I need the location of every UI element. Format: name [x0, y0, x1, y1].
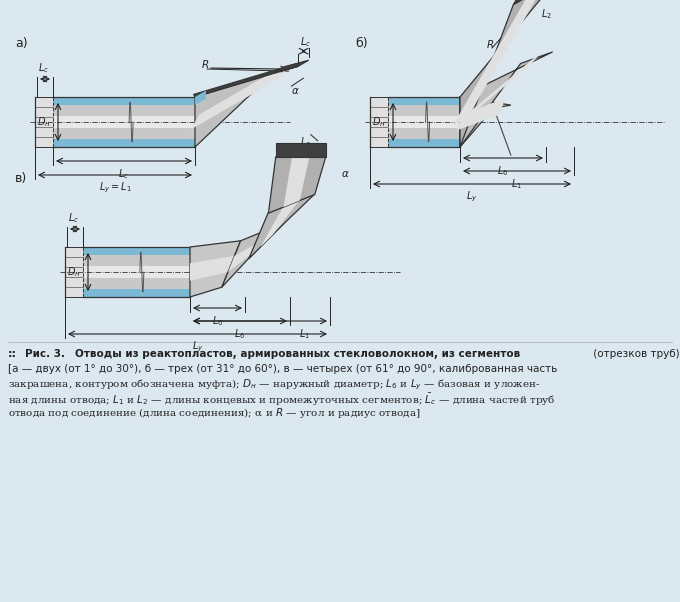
Text: $L_6$: $L_6$: [235, 327, 245, 341]
Text: отвода под соединение (длина соединения); α и $R$ — угол и радиус отвода]: отвода под соединение (длина соединения)…: [8, 406, 420, 420]
Text: $D_н$: $D_н$: [67, 265, 81, 279]
Bar: [388, 97, 460, 105]
Text: (отрезков труб)*: (отрезков труб)*: [590, 349, 680, 359]
Polygon shape: [284, 157, 309, 207]
Text: $L_2$: $L_2$: [541, 8, 552, 22]
Polygon shape: [228, 235, 273, 272]
Text: [а — двух (от 1° до 30°), б — трех (от 31° до 60°), в — четырех (от 61° до 90°, : [а — двух (от 1° до 30°), б — трех (от 3…: [8, 364, 558, 374]
Bar: [388, 116, 460, 128]
FancyBboxPatch shape: [65, 247, 83, 297]
Polygon shape: [276, 143, 326, 157]
Bar: [388, 139, 460, 147]
Polygon shape: [195, 66, 299, 147]
Polygon shape: [460, 97, 511, 147]
Bar: [53, 97, 195, 105]
Polygon shape: [273, 60, 309, 73]
Text: $R$: $R$: [301, 191, 309, 203]
Polygon shape: [460, 52, 553, 147]
Text: $D_н$: $D_н$: [37, 115, 51, 129]
Text: $L_c$: $L_c$: [300, 36, 311, 49]
Text: $\alpha$: $\alpha$: [291, 86, 300, 96]
Text: $L_1$: $L_1$: [511, 177, 522, 191]
Polygon shape: [190, 256, 235, 281]
Text: Отводы из реактопластов, армированных стекловолокном, из сегментов: Отводы из реактопластов, армированных ст…: [75, 349, 520, 359]
Bar: [53, 139, 195, 147]
Polygon shape: [454, 51, 542, 129]
Bar: [83, 266, 190, 278]
Text: $R$: $R$: [486, 38, 494, 50]
Polygon shape: [190, 241, 241, 297]
Text: $L_6$: $L_6$: [497, 164, 509, 178]
Text: $D_н$: $D_н$: [373, 115, 386, 129]
Text: закрашена, контуром обозначена муфта); $D_н$ — наружный диаметр; $L_6$ и $L_y$ —: закрашена, контуром обозначена муфта); $…: [8, 378, 541, 393]
Text: $R$: $R$: [201, 58, 209, 70]
Text: в): в): [15, 172, 27, 185]
Text: $L_c$: $L_c$: [301, 135, 311, 149]
Text: $\alpha$: $\alpha$: [341, 169, 350, 179]
Bar: [83, 289, 190, 297]
FancyBboxPatch shape: [35, 97, 53, 147]
Polygon shape: [194, 64, 299, 97]
Text: $L_6$: $L_6$: [212, 314, 223, 328]
Text: $L_y$: $L_y$: [466, 190, 478, 205]
Text: $L_c$: $L_c$: [39, 61, 50, 75]
Text: $L_c$: $L_c$: [118, 167, 129, 181]
FancyBboxPatch shape: [370, 97, 388, 147]
Bar: [388, 97, 460, 147]
Text: $L_c$: $L_c$: [69, 211, 80, 225]
Bar: [53, 97, 195, 147]
Text: а): а): [15, 37, 28, 50]
Polygon shape: [195, 91, 206, 105]
Polygon shape: [222, 223, 284, 287]
Polygon shape: [460, 0, 557, 147]
Text: ная длины отвода; $L_1$ и $L_2$ — длины концевых и промежуточных сегментов; $\ba: ная длины отвода; $L_1$ и $L_2$ — длины …: [8, 392, 556, 408]
Polygon shape: [269, 157, 326, 213]
Text: $L_1$: $L_1$: [299, 327, 311, 341]
Text: $L_y$: $L_y$: [192, 340, 203, 355]
Polygon shape: [452, 0, 543, 126]
Bar: [53, 116, 195, 128]
Bar: [83, 247, 190, 297]
Bar: [83, 247, 190, 255]
Polygon shape: [190, 62, 290, 129]
Polygon shape: [457, 98, 505, 130]
Polygon shape: [513, 0, 564, 5]
Polygon shape: [260, 200, 299, 247]
Polygon shape: [249, 194, 314, 259]
Text: б): б): [355, 37, 368, 50]
Text: ::: ::: [8, 349, 17, 359]
Text: Рис. 3.: Рис. 3.: [25, 349, 69, 359]
Text: $L_y = L_1$: $L_y = L_1$: [99, 181, 131, 196]
